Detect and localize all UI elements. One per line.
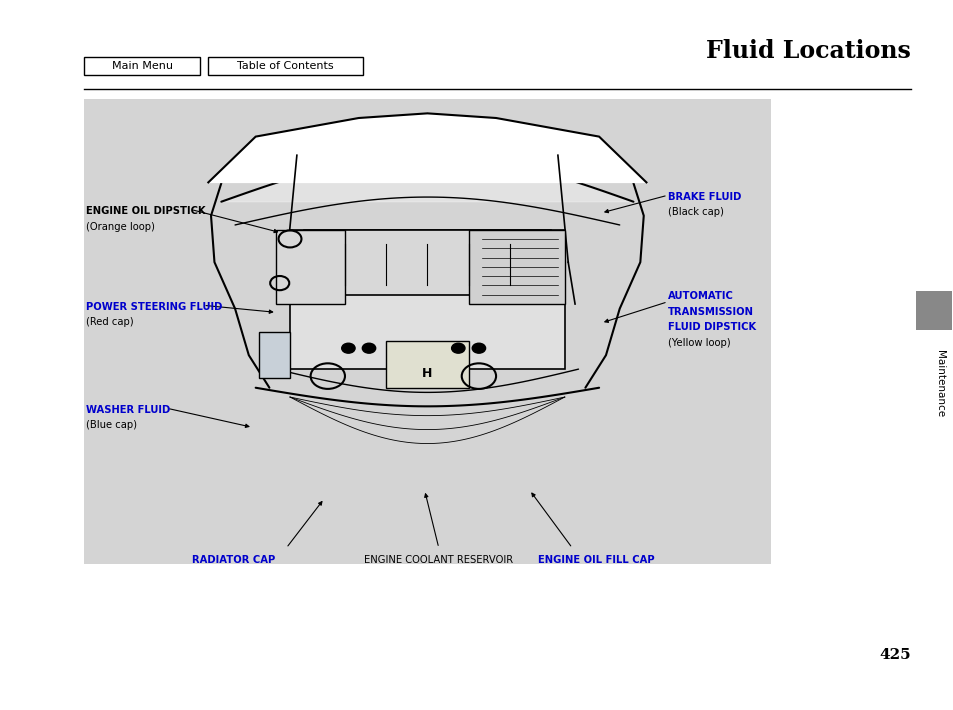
Text: POWER STEERING FLUID: POWER STEERING FLUID [86,302,222,312]
Text: BRAKE FLUID: BRAKE FLUID [667,192,740,202]
Text: Main Menu: Main Menu [112,60,172,71]
Polygon shape [221,155,633,202]
Polygon shape [259,332,290,378]
Text: (Blue cap): (Blue cap) [86,420,136,430]
Text: WASHER FLUID: WASHER FLUID [86,405,170,415]
Text: Table of Contents: Table of Contents [236,60,334,71]
Text: FLUID DIPSTICK: FLUID DIPSTICK [667,322,755,332]
Bar [386,342,468,388]
Bar [208,57,362,75]
Polygon shape [276,229,345,304]
Text: Fluid Locations: Fluid Locations [705,39,910,63]
Polygon shape [303,229,551,295]
Text: 425: 425 [879,648,910,662]
Bar [84,57,200,75]
Text: ENGINE OIL FILL CAP: ENGINE OIL FILL CAP [537,555,654,565]
Polygon shape [208,114,646,183]
Polygon shape [290,229,564,369]
Bar [915,291,951,330]
Polygon shape [468,229,564,304]
Circle shape [341,343,355,353]
Circle shape [362,343,375,353]
Text: ENGINE COOLANT RESERVOIR: ENGINE COOLANT RESERVOIR [364,555,513,565]
Text: (Yellow loop): (Yellow loop) [667,338,730,348]
Text: Maintenance: Maintenance [934,350,943,417]
Text: (Red cap): (Red cap) [86,317,133,327]
Bar [84,99,770,564]
Text: TRANSMISSION: TRANSMISSION [667,307,753,317]
Text: (Orange loop): (Orange loop) [86,222,154,231]
Circle shape [451,343,464,353]
Text: AUTOMATIC: AUTOMATIC [667,291,733,301]
Text: (Black cap): (Black cap) [667,207,723,217]
Text: ENGINE OIL DIPSTICK: ENGINE OIL DIPSTICK [86,206,205,216]
Circle shape [472,343,485,353]
Text: RADIATOR CAP: RADIATOR CAP [192,555,275,565]
Text: H: H [422,367,432,381]
